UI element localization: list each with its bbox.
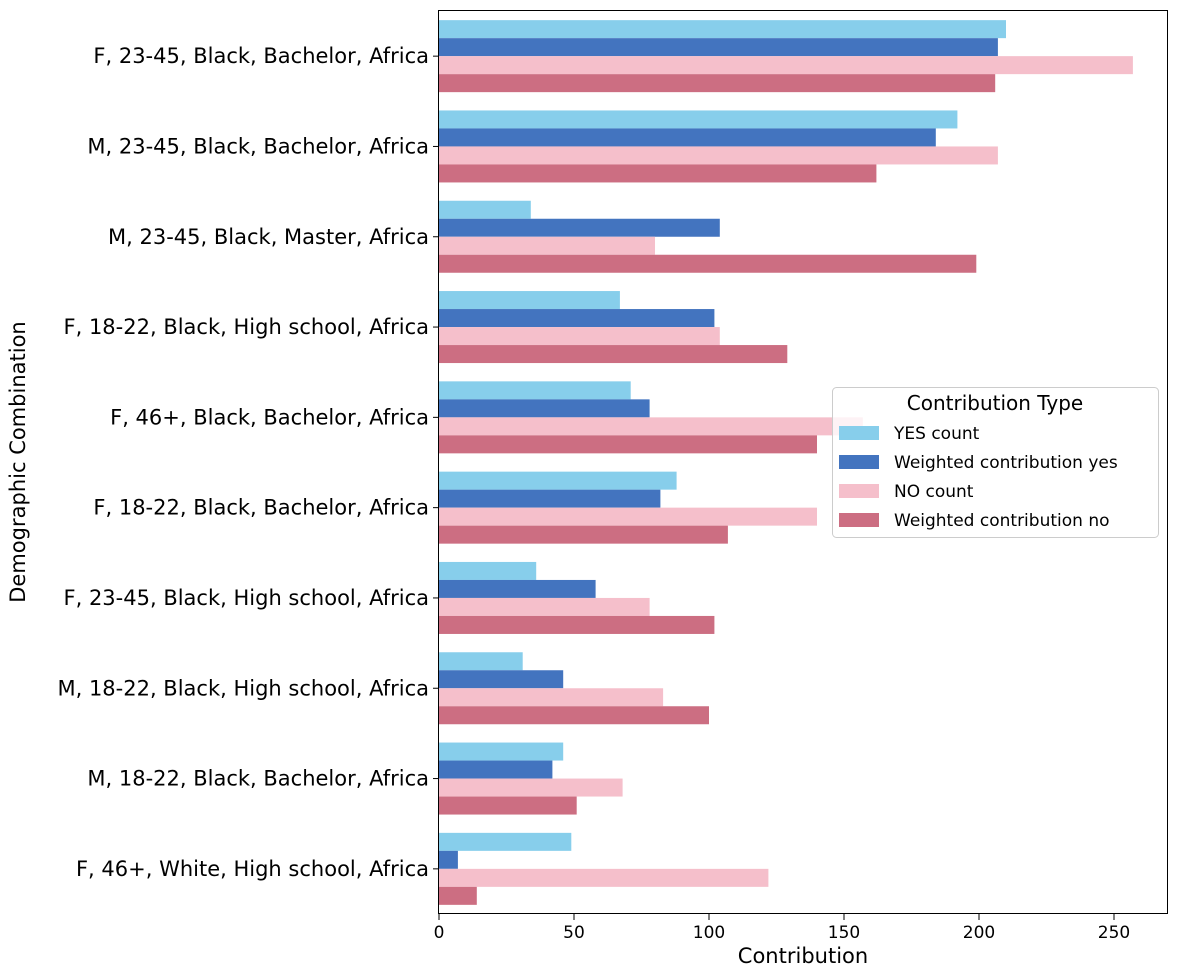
bar-7-3	[439, 706, 709, 725]
bar-5-0	[439, 471, 677, 490]
bar-4-0	[439, 381, 631, 400]
legend: Contribution Type YES count Weighted cont…	[832, 387, 1159, 538]
bar-3-0	[439, 291, 620, 310]
bar-3-3	[439, 345, 788, 364]
legend-swatch-2	[839, 484, 879, 498]
legend-entries: YES count Weighted contribution yes NO cou…	[839, 424, 1118, 531]
bar-6-0	[439, 561, 537, 580]
category-label: F, 46+, Black, Bachelor, Africa	[110, 405, 429, 429]
x-tick-label: 50	[563, 923, 585, 943]
bar-9-2	[439, 868, 769, 887]
legend-label-0: YES count	[893, 424, 980, 444]
bar-0-2	[439, 56, 1133, 75]
bar-6-2	[439, 597, 650, 616]
bar-0-0	[439, 20, 1006, 39]
category-label: F, 46+, White, High school, Africa	[76, 857, 429, 881]
bar-6-3	[439, 615, 715, 634]
legend-label-3: Weighted contribution no	[894, 511, 1110, 531]
legend-title: Contribution Type	[907, 391, 1083, 415]
category-label: F, 18-22, Black, High school, Africa	[64, 315, 429, 339]
legend-swatch-1	[839, 455, 879, 469]
category-label: F, 23-45, Black, High school, Africa	[64, 586, 429, 610]
x-tick-label: 150	[828, 923, 860, 943]
bar-5-1	[439, 489, 661, 508]
bar-1-2	[439, 146, 998, 165]
x-tick-label: 100	[693, 923, 725, 943]
category-label: M, 23-45, Black, Bachelor, Africa	[87, 134, 429, 158]
bar-0-3	[439, 74, 996, 93]
bar-3-1	[439, 309, 715, 328]
x-tick-label: 200	[963, 923, 995, 943]
bar-2-2	[439, 236, 655, 255]
category-label: F, 23-45, Black, Bachelor, Africa	[93, 44, 429, 68]
bar-5-3	[439, 525, 728, 544]
x-tick-label: 250	[1098, 923, 1130, 943]
bar-7-0	[439, 652, 523, 671]
bar-8-3	[439, 796, 577, 815]
legend-swatch-0	[839, 426, 879, 440]
bar-8-0	[439, 742, 564, 761]
bar-4-1	[439, 399, 650, 418]
bars-group	[439, 20, 1133, 905]
bar-8-1	[439, 760, 553, 779]
bar-7-2	[439, 688, 664, 707]
bar-2-1	[439, 218, 720, 237]
bar-4-3	[439, 435, 817, 454]
bar-1-0	[439, 110, 958, 129]
bar-6-1	[439, 579, 596, 598]
bar-9-1	[439, 850, 458, 869]
x-axis-title: Contribution	[738, 944, 868, 968]
legend-label-2: NO count	[894, 482, 974, 502]
y-categories-group: F, 23-45, Black, Bachelor, Africa M, 23-4…	[57, 44, 439, 881]
y-axis-title: Demographic Combination	[6, 321, 30, 602]
bar-4-2	[439, 417, 863, 436]
category-label: M, 23-45, Black, Master, Africa	[108, 225, 429, 249]
category-label: F, 18-22, Black, Bachelor, Africa	[93, 496, 429, 520]
bar-2-3	[439, 254, 977, 273]
bar-7-1	[439, 670, 564, 689]
bar-8-2	[439, 778, 623, 797]
bar-0-1	[439, 38, 998, 57]
plot-frame	[438, 10, 1168, 914]
bar-1-1	[439, 128, 936, 147]
legend-label-1: Weighted contribution yes	[894, 453, 1118, 473]
bar-9-0	[439, 832, 572, 851]
bar-1-3	[439, 164, 877, 183]
x-ticks-group: 0 50 100 150 200 250	[434, 914, 1130, 943]
bar-2-0	[439, 200, 531, 219]
category-label: M, 18-22, Black, High school, Africa	[57, 676, 429, 700]
bar-3-2	[439, 327, 720, 346]
bar-5-2	[439, 507, 817, 526]
x-tick-label: 0	[434, 923, 445, 943]
category-label: M, 18-22, Black, Bachelor, Africa	[87, 767, 429, 791]
bar-9-3	[439, 886, 477, 905]
legend-frame	[832, 387, 1159, 538]
legend-swatch-3	[839, 513, 879, 527]
